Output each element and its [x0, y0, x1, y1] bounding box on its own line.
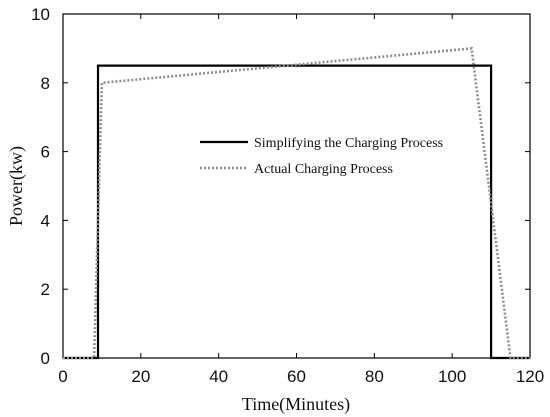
x-tick-label: 60: [287, 367, 306, 386]
y-tick-label: 10: [31, 5, 50, 24]
legend: Simplifying the Charging Process Actual C…: [200, 136, 443, 177]
y-tick-label: 6: [41, 143, 50, 162]
y-axis-title: Power(kw): [6, 146, 27, 226]
x-tick-label: 80: [365, 367, 384, 386]
y-tick-label: 2: [41, 280, 50, 299]
y-tick-label: 8: [41, 74, 50, 93]
x-tick-label: 0: [58, 367, 67, 386]
y-tick-label: 0: [41, 349, 50, 368]
y-tick-label: 4: [41, 211, 50, 230]
series-layer: [63, 46, 530, 360]
x-tick-label: 120: [516, 367, 544, 386]
legend-label: Simplifying the Charging Process: [254, 136, 443, 151]
x-tick-label: 20: [131, 367, 150, 386]
series-line-simplified: [63, 64, 530, 360]
axis-ticks: 0 20 40 60 80 100 120 0 2 4 6 8 10: [31, 5, 544, 386]
x-tick-label: 100: [438, 367, 466, 386]
legend-label: Actual Charging Process: [254, 162, 393, 177]
series-line-actual: [63, 46, 530, 360]
x-axis-title: Time(Minutes): [242, 394, 350, 415]
x-tick-label: 40: [209, 367, 228, 386]
